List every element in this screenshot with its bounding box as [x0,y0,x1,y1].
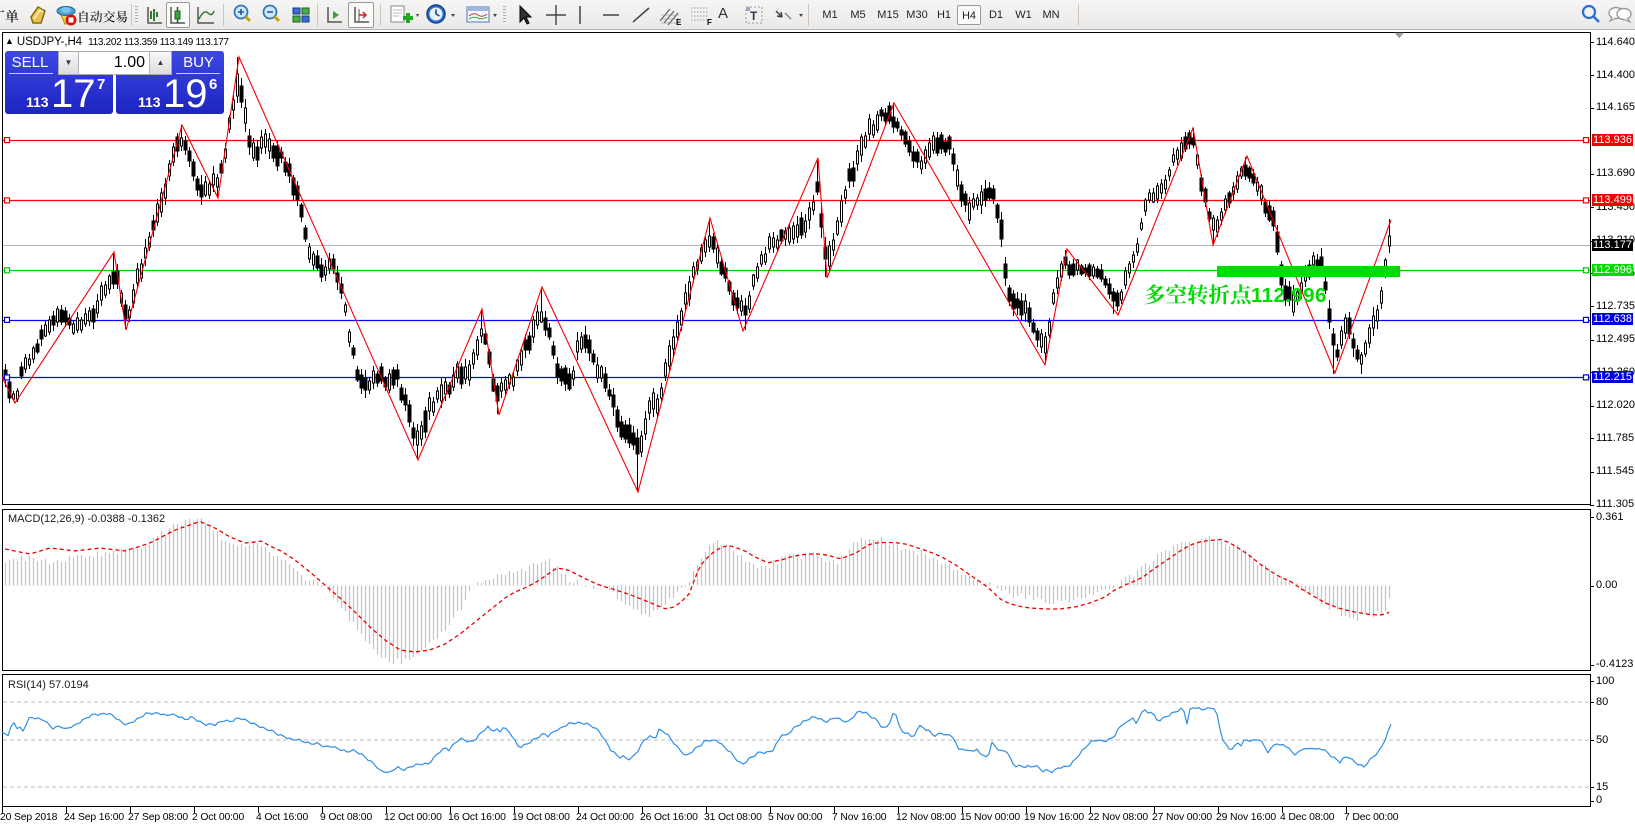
svg-text:E: E [676,18,682,27]
svg-text:F: F [707,18,712,27]
svg-text:112.996: 112.996 [1251,284,1327,307]
svg-text:T: T [750,9,758,23]
